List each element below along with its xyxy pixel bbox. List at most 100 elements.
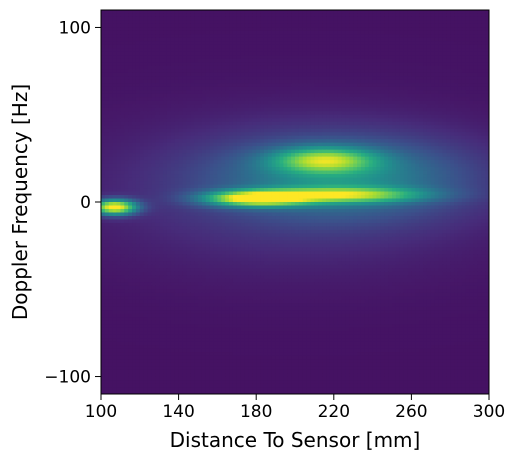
- heatmap-cell: [248, 76, 253, 81]
- heatmap-cell: [128, 160, 133, 165]
- heatmap-cell: [395, 139, 401, 144]
- heatmap-cell: [248, 139, 253, 144]
- heatmap-cell: [229, 90, 234, 95]
- heatmap-cell: [457, 132, 463, 137]
- heatmap-cell: [423, 114, 428, 119]
- heatmap-cell: [209, 163, 215, 168]
- heatmap-cell: [178, 156, 184, 161]
- heatmap-cell: [112, 86, 118, 91]
- heatmap-cell: [485, 83, 489, 88]
- heatmap-cell: [310, 160, 315, 165]
- heatmap-cell: [163, 65, 168, 70]
- heatmap-cell: [318, 104, 323, 109]
- heatmap-cell: [104, 93, 110, 98]
- heatmap-cell: [151, 27, 156, 32]
- heatmap-cell: [147, 100, 153, 105]
- heatmap-cell: [291, 58, 296, 63]
- heatmap-cell: [302, 83, 308, 88]
- heatmap-cell: [411, 41, 416, 46]
- heatmap-cell: [248, 97, 253, 102]
- heatmap-cell: [407, 107, 412, 112]
- heatmap-cell: [190, 69, 195, 74]
- heatmap-cell: [143, 69, 149, 74]
- heatmap-cell: [155, 23, 160, 29]
- heatmap-cell: [201, 163, 207, 168]
- heatmap-cell: [341, 79, 347, 84]
- heatmap-cell: [244, 100, 250, 105]
- heatmap-cell: [221, 20, 226, 25]
- heatmap-cell: [337, 156, 343, 161]
- heatmap-cell: [143, 58, 149, 63]
- heatmap-cell: [209, 48, 215, 53]
- heatmap-cell: [438, 170, 444, 175]
- heatmap-cell: [384, 107, 389, 112]
- heatmap-cell: [128, 90, 133, 95]
- heatmap-cell: [209, 104, 215, 109]
- heatmap-cell: [135, 20, 141, 25]
- heatmap-cell: [360, 100, 366, 105]
- heatmap-cell: [345, 41, 350, 46]
- heatmap-cell: [473, 170, 478, 175]
- heatmap-cell: [194, 146, 199, 151]
- heatmap-cell: [205, 135, 211, 140]
- heatmap-cell: [244, 181, 250, 186]
- heatmap-cell: [124, 177, 129, 182]
- heatmap-cell: [454, 51, 459, 56]
- heatmap-cell: [252, 30, 257, 36]
- heatmap-cell: [345, 34, 350, 39]
- heatmap-cell: [314, 160, 319, 165]
- heatmap-cell: [337, 107, 343, 112]
- heatmap-cell: [438, 93, 444, 98]
- heatmap-cell: [139, 111, 145, 116]
- heatmap-cell: [166, 79, 172, 84]
- heatmap-cell: [329, 41, 335, 46]
- heatmap-cell: [411, 97, 416, 102]
- heatmap-cell: [101, 139, 106, 144]
- heatmap-cell: [108, 160, 114, 165]
- heatmap-cell: [291, 118, 296, 123]
- heatmap-cell: [302, 20, 308, 25]
- heatmap-cell: [194, 83, 199, 88]
- heatmap-cell: [275, 153, 281, 158]
- heatmap-cell: [201, 149, 207, 154]
- heatmap-cell: [372, 160, 378, 165]
- heatmap-cell: [438, 27, 444, 32]
- heatmap-cell: [283, 16, 288, 22]
- heatmap-cell: [353, 100, 358, 105]
- heatmap-cell: [454, 153, 459, 158]
- heatmap-cell: [190, 114, 195, 119]
- heatmap-cell: [225, 90, 230, 95]
- heatmap-cell: [302, 13, 308, 18]
- heatmap-cell: [229, 93, 234, 98]
- heatmap-cell: [353, 72, 358, 77]
- heatmap-cell: [399, 37, 405, 43]
- heatmap-cell: [198, 181, 203, 186]
- heatmap-cell: [318, 76, 323, 81]
- heatmap-cell: [485, 125, 489, 130]
- heatmap-cell: [236, 65, 242, 70]
- heatmap-cell: [128, 44, 133, 49]
- heatmap-cell: [357, 72, 362, 77]
- heatmap-cell: [333, 163, 339, 168]
- heatmap-cell: [287, 128, 292, 133]
- heatmap-cell: [120, 30, 125, 36]
- heatmap-cell: [147, 107, 153, 112]
- heatmap-cell: [450, 20, 455, 25]
- heatmap-cell: [108, 149, 114, 154]
- heatmap-cell: [275, 44, 281, 49]
- heatmap-cell: [279, 163, 284, 168]
- heatmap-cell: [263, 62, 269, 67]
- heatmap-cell: [372, 55, 378, 60]
- heatmap-cell: [434, 163, 440, 168]
- heatmap-cell: [229, 181, 234, 186]
- heatmap-cell: [291, 90, 296, 95]
- heatmap-cell: [225, 128, 230, 133]
- heatmap-cell: [225, 163, 230, 168]
- heatmap-cell: [147, 41, 153, 46]
- heatmap-cell: [271, 62, 277, 67]
- heatmap-cell: [271, 48, 277, 53]
- heatmap-cell: [174, 10, 180, 15]
- heatmap-cell: [240, 83, 246, 88]
- heatmap-cell: [333, 79, 339, 84]
- heatmap-cell: [252, 107, 257, 112]
